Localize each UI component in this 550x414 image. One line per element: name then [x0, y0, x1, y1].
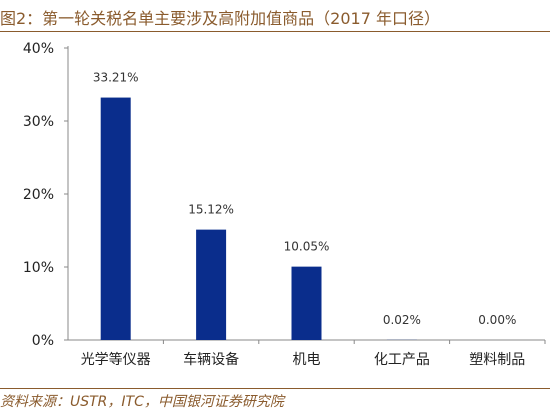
- y-tick-label: 10%: [23, 260, 54, 276]
- y-tick-label: 20%: [23, 187, 54, 203]
- x-tick-label: 机电: [293, 352, 321, 368]
- data-label: 15.12%: [188, 203, 234, 217]
- title-divider: [0, 31, 550, 32]
- bar: [100, 97, 131, 340]
- source-divider: [0, 388, 550, 389]
- x-tick-label: 光学等仪器: [81, 351, 151, 368]
- data-label: 0.00%: [478, 313, 516, 327]
- y-tick-label: 40%: [23, 41, 54, 57]
- x-tick-label: 化工产品: [374, 352, 430, 368]
- source-note: 资料来源：USTR，ITC，中国银河证券研究院: [0, 394, 284, 410]
- bar: [196, 229, 227, 340]
- data-label: 0.02%: [383, 313, 421, 327]
- y-tick-label: 30%: [23, 114, 54, 130]
- x-tick-label: 车辆设备: [183, 351, 239, 368]
- bar: [291, 266, 322, 340]
- y-tick-label: 0%: [32, 333, 54, 349]
- data-label: 33.21%: [93, 71, 139, 85]
- chart-title: 图2：第一轮关税名单主要涉及高附加值商品（2017 年口径）: [0, 9, 440, 28]
- data-label: 10.05%: [284, 240, 330, 254]
- x-tick-label: 塑料制品: [469, 352, 525, 368]
